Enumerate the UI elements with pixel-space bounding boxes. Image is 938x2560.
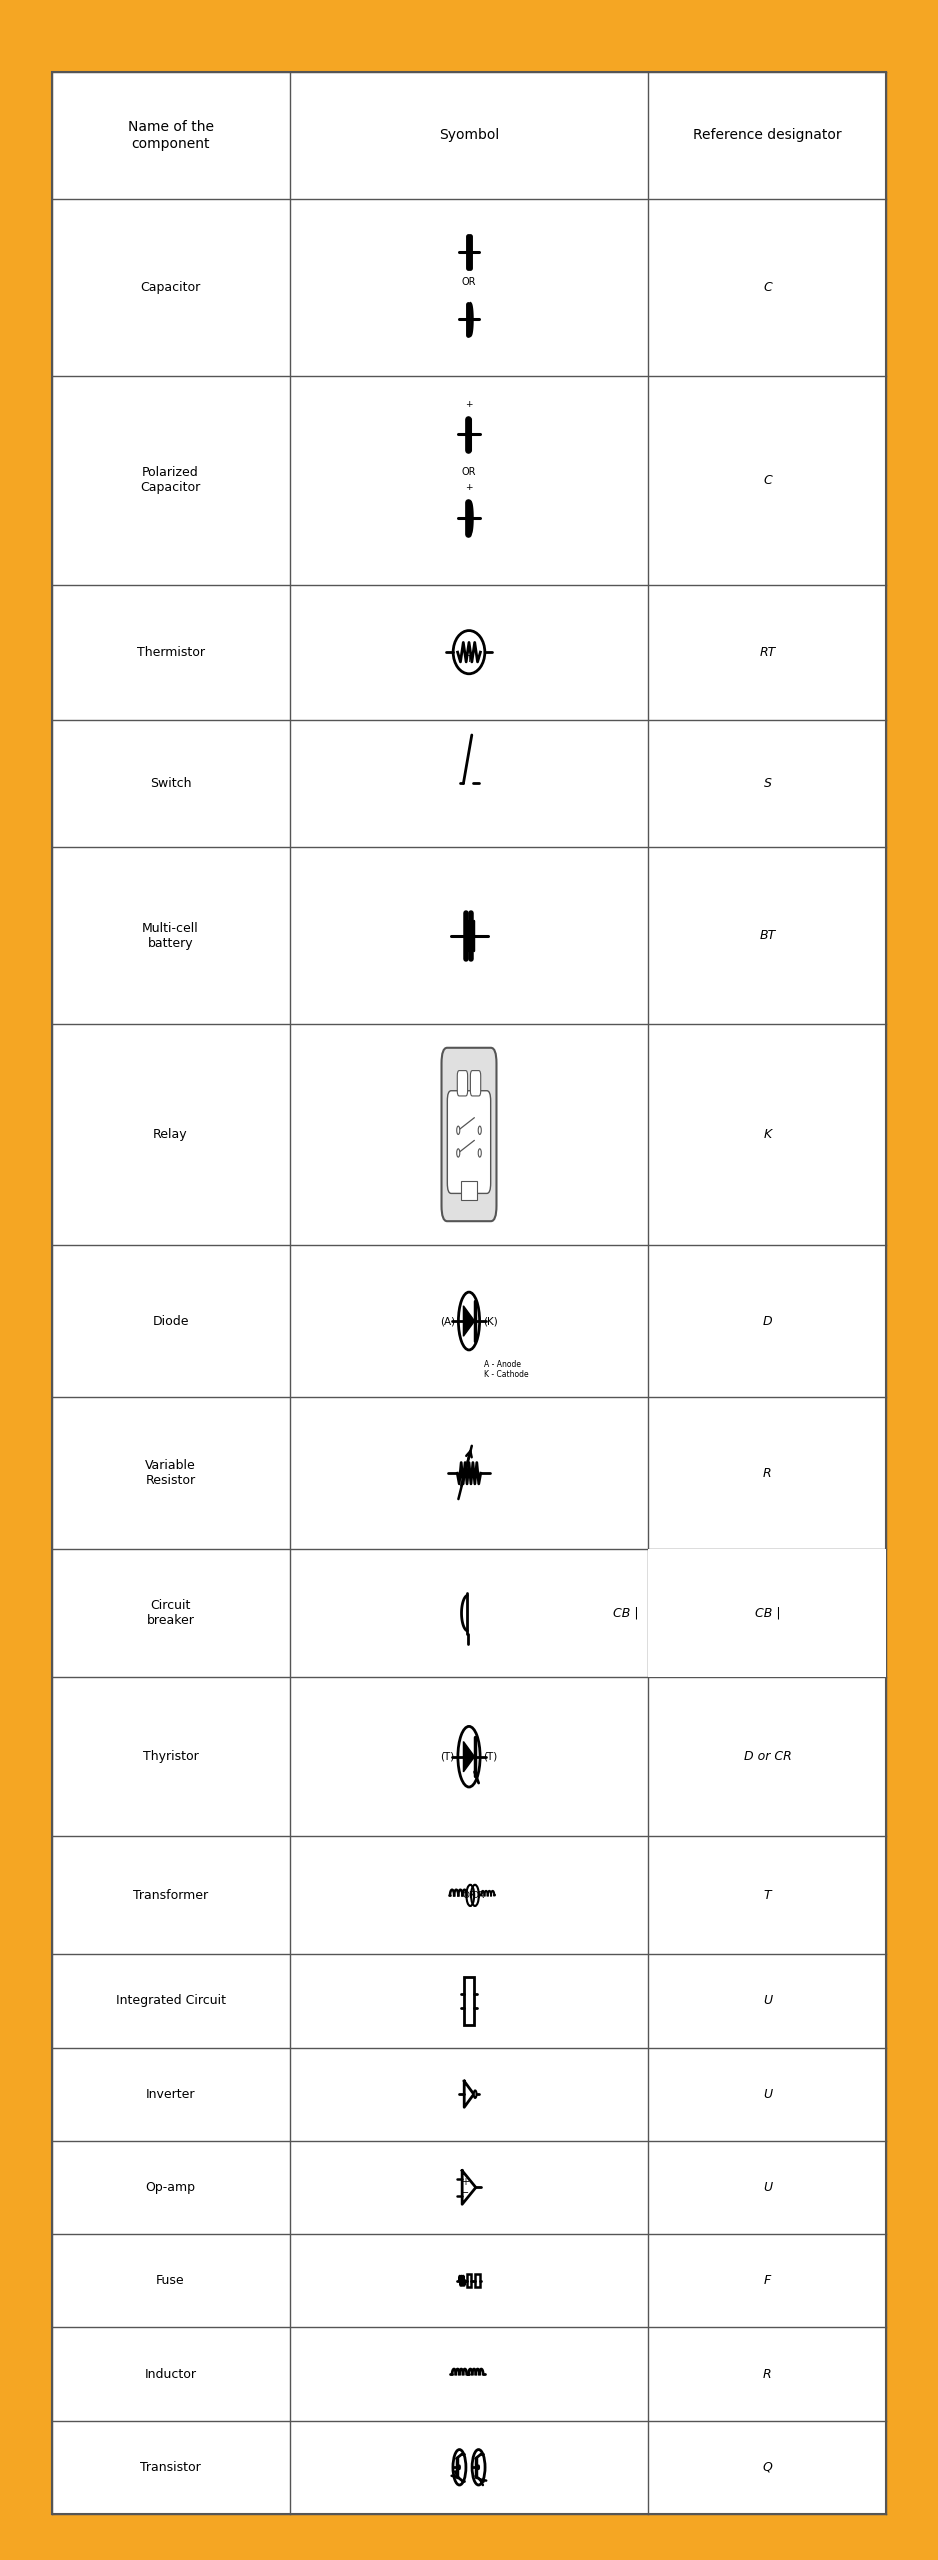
Polygon shape <box>462 2171 476 2204</box>
Text: (A): (A) <box>440 1316 455 1326</box>
Text: Inductor: Inductor <box>144 2368 197 2381</box>
Text: R: R <box>764 2368 772 2381</box>
Text: T: T <box>466 655 472 663</box>
Text: C: C <box>764 282 772 294</box>
Bar <box>467 2273 472 2286</box>
Text: Capacitor: Capacitor <box>141 282 201 294</box>
Text: CB |: CB | <box>613 1608 639 1620</box>
Text: Inverter: Inverter <box>145 2089 195 2102</box>
Circle shape <box>457 1149 460 1157</box>
Text: BT: BT <box>760 929 776 942</box>
Text: Circuit
breaker: Circuit breaker <box>146 1600 194 1628</box>
Text: Multi-cell
battery: Multi-cell battery <box>143 922 199 950</box>
FancyBboxPatch shape <box>470 1070 480 1096</box>
Text: (T): (T) <box>440 1751 455 1761</box>
Text: D: D <box>763 1313 772 1329</box>
Polygon shape <box>463 1306 475 1336</box>
Text: D or CR: D or CR <box>744 1751 792 1764</box>
Text: OR: OR <box>461 276 477 287</box>
Text: CB: CB <box>759 1608 776 1620</box>
Text: +: + <box>461 2176 469 2186</box>
FancyBboxPatch shape <box>442 1047 496 1221</box>
Text: Op-amp: Op-amp <box>145 2181 195 2194</box>
Text: +: + <box>465 399 473 410</box>
Text: U: U <box>763 2089 772 2102</box>
Text: (K): (K) <box>483 1316 497 1326</box>
Text: Q: Q <box>763 2460 772 2473</box>
Text: C: C <box>764 474 772 486</box>
Text: Transistor: Transistor <box>140 2460 201 2473</box>
Circle shape <box>457 1126 460 1134</box>
Text: CB |: CB | <box>755 1608 780 1620</box>
Text: Fuse: Fuse <box>157 2273 185 2286</box>
Text: RT: RT <box>760 645 776 658</box>
Circle shape <box>474 2092 477 2099</box>
Text: Name of the
component: Name of the component <box>128 120 214 151</box>
Text: +: + <box>465 484 473 492</box>
Text: K: K <box>764 1129 772 1142</box>
Text: Switch: Switch <box>150 778 191 791</box>
Bar <box>461 1183 477 1201</box>
Text: OR: OR <box>472 1892 485 1900</box>
Text: R: R <box>764 1467 772 1480</box>
Text: Variable
Resistor: Variable Resistor <box>145 1459 196 1487</box>
Bar <box>476 2273 479 2286</box>
Text: Reference designator: Reference designator <box>693 128 841 143</box>
Text: OR: OR <box>462 1892 476 1900</box>
Polygon shape <box>464 2081 474 2107</box>
Bar <box>648 1549 886 1677</box>
Text: (T): (T) <box>483 1751 498 1761</box>
Text: Polarized
Capacitor: Polarized Capacitor <box>141 466 201 494</box>
Circle shape <box>459 2465 461 2470</box>
Text: Diode: Diode <box>152 1313 189 1329</box>
Text: Transformer: Transformer <box>133 1889 208 1902</box>
Text: Thyristor: Thyristor <box>143 1751 199 1764</box>
Text: A - Anode
K - Cathode: A - Anode K - Cathode <box>484 1359 529 1380</box>
Text: U: U <box>763 2181 772 2194</box>
Bar <box>463 1976 475 2025</box>
FancyBboxPatch shape <box>458 1070 468 1096</box>
Text: U: U <box>763 1994 772 2007</box>
Text: T: T <box>764 1889 771 1902</box>
Polygon shape <box>463 1741 475 1772</box>
FancyBboxPatch shape <box>447 1091 491 1193</box>
Polygon shape <box>463 1306 475 1336</box>
Text: −: − <box>461 2189 469 2199</box>
Ellipse shape <box>453 630 485 673</box>
Text: S: S <box>764 778 771 791</box>
Text: OR: OR <box>461 466 477 476</box>
Circle shape <box>478 1149 481 1157</box>
Text: Syombol: Syombol <box>439 128 499 143</box>
Text: Integrated Circuit: Integrated Circuit <box>115 1994 225 2007</box>
Text: Thermistor: Thermistor <box>137 645 204 658</box>
Text: F: F <box>764 2273 771 2286</box>
Bar <box>52 72 886 2514</box>
Circle shape <box>477 2465 479 2470</box>
Text: Relay: Relay <box>153 1129 188 1142</box>
Circle shape <box>478 1126 481 1134</box>
